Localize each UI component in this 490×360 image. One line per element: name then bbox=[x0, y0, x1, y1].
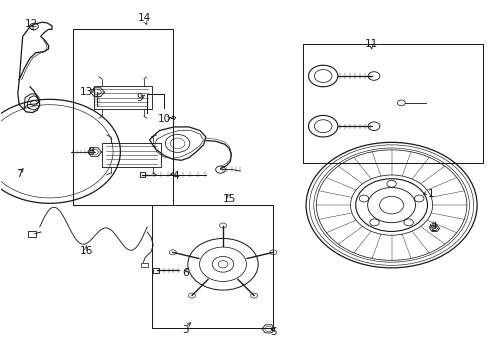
Text: 15: 15 bbox=[223, 194, 236, 204]
Text: 6: 6 bbox=[182, 267, 189, 278]
Bar bbox=[152, 205, 273, 328]
Text: 12: 12 bbox=[24, 19, 38, 29]
Text: 16: 16 bbox=[79, 246, 93, 256]
Text: 7: 7 bbox=[16, 168, 23, 179]
Text: 3: 3 bbox=[182, 325, 189, 335]
Text: 2: 2 bbox=[430, 224, 437, 233]
Bar bbox=[142, 263, 148, 267]
Text: 10: 10 bbox=[158, 114, 171, 124]
Text: 5: 5 bbox=[270, 327, 277, 337]
Bar bbox=[153, 268, 159, 273]
Text: 9: 9 bbox=[137, 93, 143, 103]
Bar bbox=[27, 231, 36, 237]
Text: 1: 1 bbox=[427, 189, 434, 199]
Text: 4: 4 bbox=[172, 171, 179, 181]
Text: 11: 11 bbox=[365, 39, 378, 49]
Text: 8: 8 bbox=[87, 147, 94, 157]
Bar bbox=[73, 30, 172, 205]
Text: 13: 13 bbox=[79, 87, 93, 97]
Bar bbox=[303, 44, 484, 163]
Text: 14: 14 bbox=[138, 13, 151, 23]
